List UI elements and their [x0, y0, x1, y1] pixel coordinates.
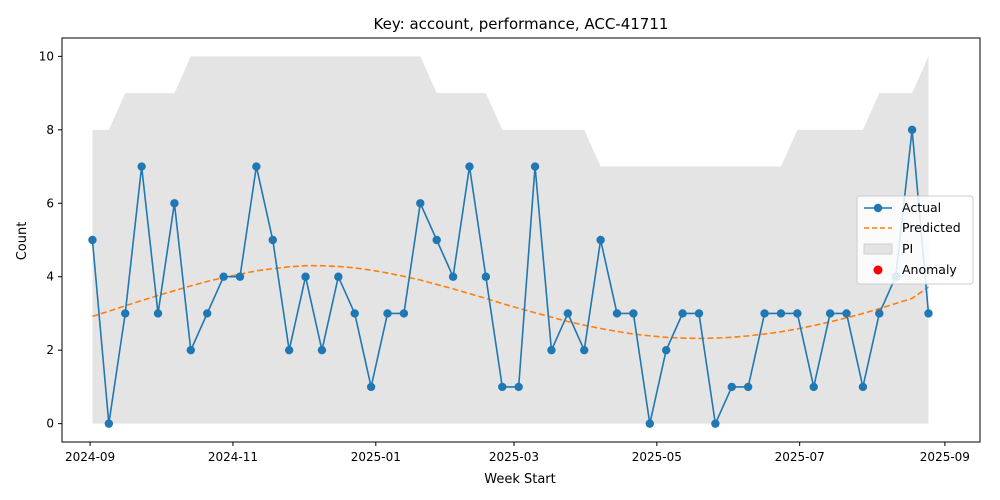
legend-label-predicted: Predicted [902, 220, 961, 235]
actual-point [137, 162, 146, 171]
x-tick-label: 2024-11 [208, 450, 258, 464]
actual-point [235, 272, 245, 281]
plot-area: 0 2 4 6 8 10 2024-09 2024-11 2025-01 2025-03 2025-… [39, 37, 981, 464]
actual-point [563, 309, 573, 318]
actual-point [907, 125, 917, 135]
actual-point [760, 309, 769, 318]
actual-point [252, 162, 261, 171]
actual-point [875, 309, 884, 318]
actual-point [530, 162, 540, 171]
actual-point [924, 309, 933, 318]
x-tick-label: 2025-01 [351, 450, 401, 464]
actual-point [399, 309, 409, 318]
actual-point [448, 272, 458, 281]
actual-point [743, 382, 753, 392]
x-tick-label: 2025-09 [920, 450, 970, 464]
actual-point [366, 382, 376, 392]
actual-point [481, 272, 491, 281]
actual-point [809, 382, 818, 392]
actual-point [284, 345, 294, 355]
actual-point [465, 162, 474, 171]
y-tick-label: 10 [39, 49, 54, 63]
actual-point [727, 382, 736, 392]
actual-point [793, 309, 802, 318]
actual-point [711, 419, 720, 428]
x-axis-label: Week Start [484, 472, 556, 487]
y-tick-label: 4 [46, 270, 54, 284]
actual-point [268, 235, 277, 245]
actual-point [661, 345, 671, 355]
actual-point [219, 272, 228, 281]
actual-point [858, 382, 868, 392]
actual-point [301, 272, 310, 281]
x-tick-label: 2024-09 [65, 450, 115, 464]
prediction-interval-band [92, 56, 929, 424]
legend-actual-marker [873, 203, 883, 213]
actual-point [186, 345, 195, 355]
actual-point [153, 309, 163, 318]
actual-point [580, 345, 589, 355]
legend: Actual Predicted PI Anomaly [856, 195, 974, 285]
y-tick-label: 2 [46, 343, 54, 357]
legend-anomaly-marker [873, 265, 883, 275]
actual-point [498, 382, 507, 392]
actual-point [416, 199, 425, 208]
plot-frame [61, 37, 981, 443]
y-tick-label: 0 [46, 417, 54, 431]
actual-point [694, 309, 704, 318]
actual-point [596, 235, 605, 245]
actual-point [334, 272, 343, 281]
actual-point [383, 309, 392, 318]
actual-point [612, 309, 622, 318]
actual-point [825, 309, 835, 318]
actual-point [202, 309, 212, 318]
actual-point [842, 309, 851, 318]
chart-title: Key: account, performance, ACC-41711 [374, 15, 669, 33]
actual-point [104, 419, 114, 428]
legend-label-actual: Actual [902, 200, 941, 215]
legend-label-pi: PI [902, 241, 913, 256]
y-axis-label: Count [15, 222, 30, 261]
actual-line [91, 129, 930, 427]
actual-point [88, 235, 97, 245]
actual-point [432, 235, 441, 245]
y-tick-label: 8 [46, 123, 54, 137]
x-tick-label: 2025-05 [632, 450, 682, 464]
actual-point [514, 382, 523, 392]
x-tick-label: 2025-07 [775, 450, 825, 464]
actual-point [629, 309, 638, 318]
y-tick-label: 6 [46, 196, 54, 210]
legend-label-anomaly: Anomaly [902, 262, 957, 277]
legend-box [856, 195, 974, 285]
actual-point [678, 309, 687, 318]
actual-point [547, 345, 556, 355]
actual-point [776, 309, 786, 318]
actual-point [317, 345, 327, 355]
predicted-line [92, 264, 929, 340]
actual-point [350, 309, 359, 318]
legend-pi-swatch [863, 243, 893, 255]
actual-point [170, 199, 179, 208]
actual-point [121, 309, 130, 318]
x-tick-label: 2025-03 [489, 450, 539, 464]
actual-point [645, 419, 654, 428]
